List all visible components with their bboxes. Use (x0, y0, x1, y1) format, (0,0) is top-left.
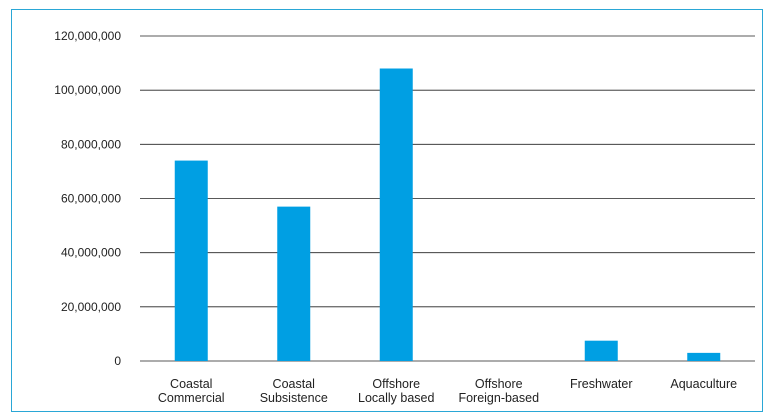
x-category-label: Offshore Locally based (358, 377, 434, 405)
bars (175, 69, 721, 362)
y-tick-label: 120,000,000 (54, 29, 121, 43)
y-tick-label: 80,000,000 (61, 137, 121, 151)
x-axis-labels: Coastal Commercial Coastal Subsistence Offsh… (158, 377, 737, 405)
y-tick-label: 60,000,000 (61, 192, 121, 206)
x-category-label: Coastal Subsistence (260, 377, 328, 405)
x-category-label: Coastal Commercial (158, 377, 225, 405)
bar (687, 353, 720, 361)
x-category-label: Offshore Foreign-based (458, 377, 539, 405)
y-tick-label: 20,000,000 (61, 300, 121, 314)
bar (277, 207, 310, 361)
y-axis-ticks: 0 20,000,000 40,000,000 60,000,000 80,000,00… (54, 29, 121, 368)
gridlines (140, 36, 755, 361)
y-tick-label: 0 (114, 354, 121, 368)
bar (175, 161, 208, 361)
x-category-label: Aquaculture (670, 377, 737, 391)
bar (380, 69, 413, 362)
x-category-label: Freshwater (570, 377, 633, 391)
bar (585, 341, 618, 361)
y-tick-label: 40,000,000 (61, 246, 121, 260)
y-tick-label: 100,000,000 (54, 83, 121, 97)
